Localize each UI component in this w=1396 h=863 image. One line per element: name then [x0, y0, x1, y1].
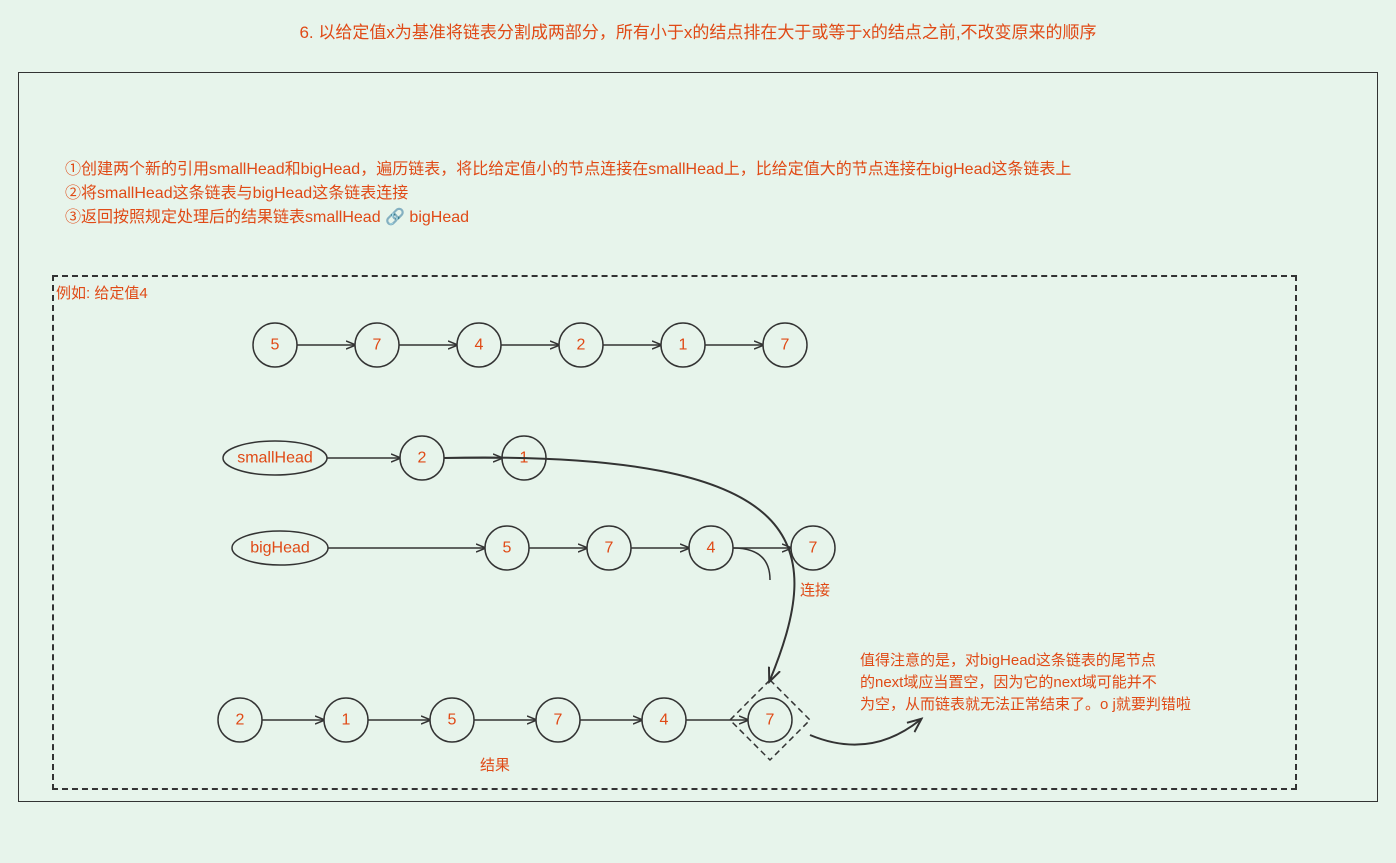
note-line-3: 为空，从而链表就无法正常结束了。o j就要判错啦 — [860, 694, 1370, 716]
note-block: 值得注意的是，对bigHead这条链表的尾节点 的next域应当置空，因为它的n… — [860, 650, 1370, 716]
node-value: 7 — [373, 337, 382, 354]
note-line-2: 的next域应当置空，因为它的next域可能并不 — [860, 672, 1370, 694]
node-value: 1 — [679, 337, 688, 354]
node-value: 7 — [809, 540, 818, 557]
node-value: 4 — [475, 337, 484, 354]
result-label: 结果 — [480, 757, 510, 774]
node-value: 4 — [707, 540, 716, 557]
head-label: bigHead — [250, 540, 310, 557]
node-value: 5 — [503, 540, 512, 557]
connect-label: 连接 — [800, 582, 830, 599]
diagram-svg: 574217smallHead21bigHead5747215747连接结果 — [0, 0, 1396, 863]
node-value: 2 — [577, 337, 586, 354]
node-value: 5 — [271, 337, 280, 354]
node-value: 4 — [660, 712, 669, 729]
note-line-1: 值得注意的是，对bigHead这条链表的尾节点 — [860, 650, 1370, 672]
node-value: 1 — [342, 712, 351, 729]
note-arrow — [810, 720, 920, 745]
node-value: 7 — [554, 712, 563, 729]
node-value: 7 — [605, 540, 614, 557]
node-value: 5 — [448, 712, 457, 729]
node-value: 7 — [781, 337, 790, 354]
head-label: smallHead — [237, 450, 313, 467]
node-value: 7 — [766, 712, 775, 729]
bighead-tail-curve — [733, 548, 770, 580]
connect-curve — [444, 458, 794, 680]
page-root: 6. 以给定值x为基准将链表分割成两部分，所有小于x的结点排在大于或等于x的结点… — [0, 0, 1396, 863]
node-value: 2 — [418, 450, 427, 467]
node-value: 2 — [236, 712, 245, 729]
